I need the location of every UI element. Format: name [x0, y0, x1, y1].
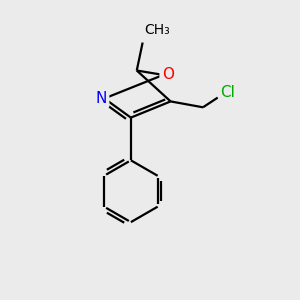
Text: Cl: Cl — [220, 85, 236, 100]
Text: CH₃: CH₃ — [144, 23, 170, 37]
Text: N: N — [96, 91, 107, 106]
Text: O: O — [162, 67, 174, 82]
